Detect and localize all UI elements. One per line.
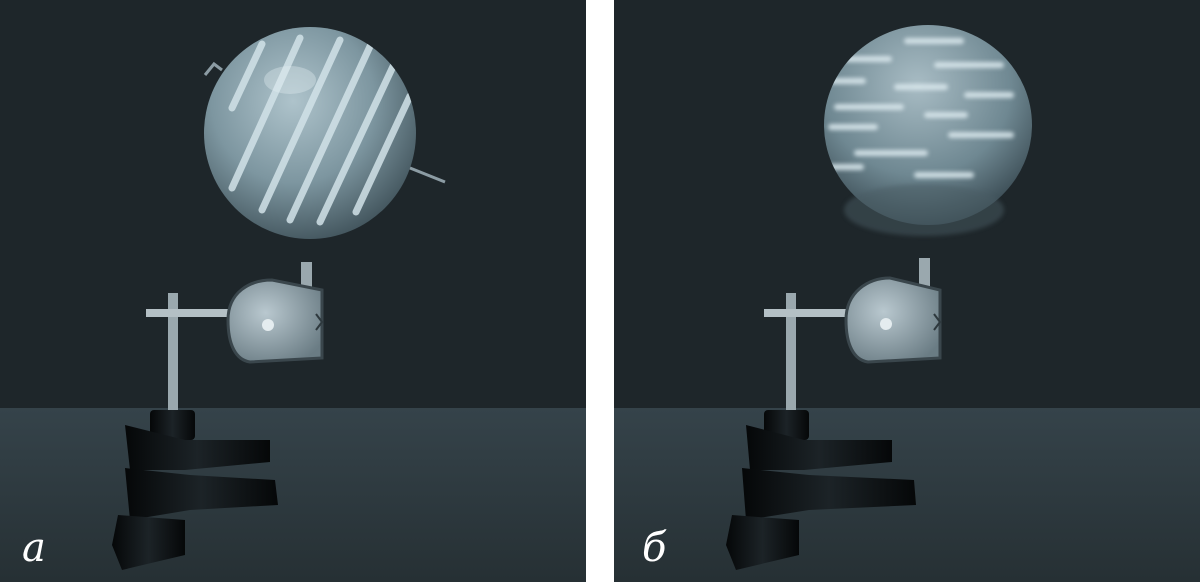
clamp-arm (764, 309, 856, 317)
motor-housing (844, 276, 942, 364)
stand-base (112, 410, 278, 570)
panel-label-a: a (22, 525, 46, 571)
motor-housing (226, 278, 324, 364)
table-surface (0, 408, 586, 582)
clamp-arm (146, 309, 238, 317)
photo-panel-a: a (0, 0, 586, 582)
spindle (301, 262, 312, 294)
panel-label-b: б (642, 525, 667, 571)
stand-rod (168, 293, 178, 423)
spinning-sphere (824, 25, 1032, 236)
photo-b-illustration (614, 0, 1200, 582)
stand-rod (786, 293, 796, 423)
photo-panel-b: б (614, 0, 1200, 582)
spindle (919, 258, 930, 290)
stand-base (726, 410, 916, 570)
photo-a-illustration (0, 0, 586, 582)
striped-sphere (203, 27, 446, 239)
